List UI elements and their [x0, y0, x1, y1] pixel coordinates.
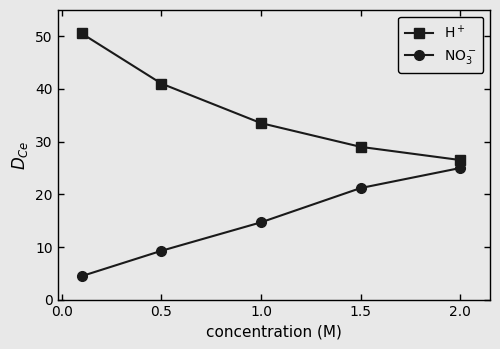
- H$^+$: [258, 121, 264, 125]
- NO$_3^-$: [78, 274, 84, 278]
- NO$_3^-$: [158, 249, 164, 253]
- Legend: H$^+$, NO$_3^-$: H$^+$, NO$_3^-$: [398, 17, 484, 73]
- H$^+$: [458, 158, 464, 162]
- H$^+$: [158, 81, 164, 86]
- NO$_3^-$: [358, 186, 364, 190]
- H$^+$: [78, 31, 84, 36]
- Line: NO$_3^-$: NO$_3^-$: [77, 163, 465, 281]
- Y-axis label: $D_{Ce}$: $D_{Ce}$: [10, 140, 29, 170]
- Line: H$^+$: H$^+$: [77, 29, 465, 165]
- NO$_3^-$: [258, 220, 264, 224]
- NO$_3^-$: [458, 166, 464, 170]
- H$^+$: [358, 145, 364, 149]
- X-axis label: concentration (M): concentration (M): [206, 324, 342, 339]
